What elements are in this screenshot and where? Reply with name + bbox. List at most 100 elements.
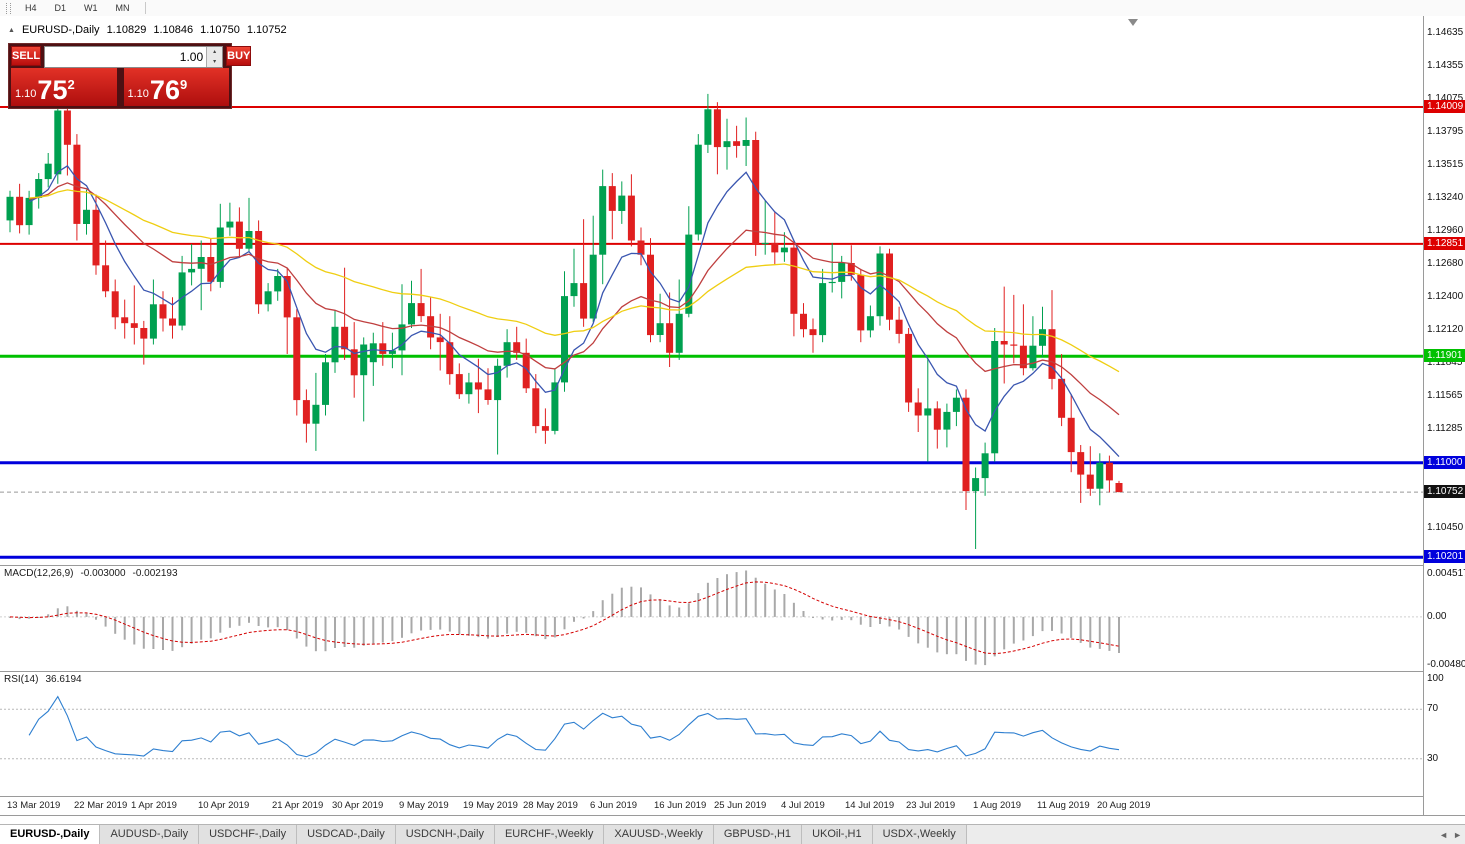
candlestick-chart[interactable]: [0, 16, 1424, 565]
rsi-value: 36.6194: [45, 674, 82, 685]
price-tick-label: 1.11285: [1427, 423, 1463, 434]
timeframe-button-w1[interactable]: W1: [76, 1, 106, 15]
timeframe-toolbar: H4 D1 W1 MN: [0, 0, 1465, 17]
volume-decrease-button[interactable]: ▾: [207, 57, 223, 67]
date-tick-label: 10 Apr 2019: [198, 800, 250, 811]
macd-label: MACD(12,26,9) -0.003000 -0.002193: [4, 568, 178, 579]
price-tick-label: 1.12680: [1427, 258, 1464, 269]
date-tick-label: 1 Aug 2019: [973, 800, 1022, 811]
macd-signal-value: -0.002193: [132, 568, 178, 579]
level-price-label: 1.10201: [1424, 550, 1465, 563]
main-chart-pane[interactable]: ▲ EURUSD-,Daily 1.10829 1.10846 1.10750 …: [0, 16, 1424, 565]
chart-symbol-period: EURUSD-,Daily: [21, 24, 100, 36]
date-tick-label: 25 Jun 2019: [714, 800, 767, 811]
date-tick-label: 9 May 2019: [399, 800, 449, 811]
chart-arrow-icon: ▲: [8, 26, 15, 34]
pane-separator[interactable]: [0, 565, 1465, 566]
chart-tabs: EURUSD-,Daily AUDUSD-,Daily USDCHF-,Daily U…: [0, 825, 967, 844]
volume-control: ▴ ▾: [44, 46, 224, 68]
chart-tab-usdchf-daily[interactable]: USDCHF-,Daily: [199, 825, 298, 844]
chart-tab-ukoil-h1[interactable]: UKOil-,H1: [802, 825, 873, 844]
ohlc-open: 1.10829: [106, 24, 147, 36]
sell-quote[interactable]: 1.10 75 2: [11, 68, 117, 106]
price-tick-label: 1.14635: [1427, 27, 1464, 38]
chart-tab-gbpusd-h1[interactable]: GBPUSD-,H1: [713, 825, 803, 844]
volume-spinner: ▴ ▾: [206, 47, 223, 67]
chart-tab-usdcad-daily[interactable]: USDCAD-,Daily: [297, 825, 396, 844]
date-tick-label: 19 May 2019: [463, 800, 518, 811]
chart-tab-eurusd-daily[interactable]: EURUSD-,Daily: [0, 825, 101, 844]
buy-quote[interactable]: 1.10 76 9: [123, 68, 229, 106]
date-tick-label: 16 Jun 2019: [654, 800, 707, 811]
rsi-label: RSI(14) 36.6194: [4, 674, 82, 685]
date-tick-label: 11 Aug 2019: [1037, 800, 1090, 811]
date-tick-label: 21 Apr 2019: [272, 800, 324, 811]
tab-scroll-left-icon[interactable]: ◄: [1439, 829, 1449, 840]
volume-input[interactable]: [45, 47, 207, 67]
rsi-axis-label: 100: [1427, 673, 1444, 684]
sell-price-prefix: 1.10: [15, 88, 37, 100]
macd-axis-label: -0.004806: [1427, 659, 1465, 670]
pane-separator: [0, 796, 1465, 797]
price-tick-label: 1.13240: [1427, 192, 1464, 203]
price-tick-label: 1.11565: [1427, 390, 1463, 401]
chart-tab-usdcnh-daily[interactable]: USDCNH-,Daily: [395, 825, 495, 844]
one-click-trading-panel: SELL ▴ ▾ BUY 1.10 75 2 1.10: [8, 43, 252, 109]
level-price-label: 1.12851: [1424, 237, 1465, 250]
buy-button[interactable]: BUY: [226, 46, 252, 66]
ohlc-close: 1.10752: [246, 24, 287, 36]
date-tick-label: 22 Mar 2019: [74, 800, 128, 811]
timeframe-button-d1[interactable]: D1: [47, 1, 75, 15]
toolbar-divider: [144, 2, 146, 14]
date-tick-label: 14 Jul 2019: [845, 800, 895, 811]
rsi-indicator-pane[interactable]: RSI(14) 36.6194: [0, 672, 1424, 796]
price-tick-label: 1.14075: [1427, 93, 1464, 104]
price-tick-label: 1.12120: [1427, 324, 1464, 335]
price-tick-label: 1.14355: [1427, 60, 1464, 71]
ohlc-low: 1.10750: [200, 24, 240, 36]
macd-axis-label: 0.004517: [1427, 568, 1465, 579]
tab-scroll-controls: ◄ ►: [1439, 825, 1462, 844]
time-axis[interactable]: 13 Mar 2019 22 Mar 2019 1 Apr 2019 10 Apr 2…: [0, 797, 1424, 815]
date-tick-label: 1 Apr 2019: [131, 800, 177, 811]
level-price-label: 1.14009: [1424, 100, 1465, 113]
date-tick-label: 30 Apr 2019: [332, 800, 384, 811]
price-tick-label: 1.13795: [1427, 126, 1464, 137]
volume-increase-button[interactable]: ▴: [207, 47, 223, 57]
macd-chart: [0, 570, 1424, 666]
buy-price-prefix: 1.10: [127, 88, 149, 100]
macd-main-value: -0.003000: [80, 568, 126, 579]
buy-price-big: 76: [149, 75, 180, 105]
level-price-label: 1.11901: [1424, 349, 1465, 362]
tab-scroll-right-icon[interactable]: ►: [1453, 829, 1462, 840]
price-tick-label: 1.13515: [1427, 159, 1464, 170]
chart-tab-usdx-weekly[interactable]: USDX-,Weekly: [872, 825, 967, 844]
price-tick-label: 1.12400: [1427, 291, 1464, 302]
chart-tab-xauusd-weekly[interactable]: XAUUSD-,Weekly: [604, 825, 714, 844]
date-tick-label: 28 May 2019: [523, 800, 578, 811]
date-tick-label: 4 Jul 2019: [781, 800, 825, 811]
pane-separator[interactable]: [0, 671, 1465, 672]
buy-price-pip: 9: [179, 77, 188, 92]
current-price-label: 1.10752: [1424, 485, 1465, 498]
rsi-axis-label: 30: [1427, 753, 1439, 764]
date-tick-label: 20 Aug 2019: [1097, 800, 1151, 811]
rsi-axis-label: 70: [1427, 703, 1439, 714]
price-tick-label: 1.10450: [1427, 522, 1464, 533]
level-price-label: 1.11000: [1424, 456, 1465, 469]
axis-border: [1423, 16, 1424, 815]
date-tick-label: 23 Jul 2019: [906, 800, 956, 811]
sell-price-big: 75: [37, 75, 68, 105]
chart-title: ▲ EURUSD-,Daily 1.10829 1.10846 1.10750 …: [8, 24, 287, 36]
chart-tab-bar: EURUSD-,Daily AUDUSD-,Daily USDCHF-,Daily U…: [0, 824, 1465, 844]
price-axis[interactable]: 1.14635 1.14355 1.14075 1.13795 1.13515 1.132…: [1424, 16, 1465, 815]
timeframe-button-h4[interactable]: H4: [17, 1, 45, 15]
rsi-chart: [0, 695, 1424, 760]
macd-indicator-pane[interactable]: MACD(12,26,9) -0.003000 -0.002193: [0, 566, 1424, 671]
chart-tab-audusd-daily[interactable]: AUDUSD-,Daily: [100, 825, 200, 844]
chart-tab-eurchf-weekly[interactable]: EURCHF-,Weekly: [494, 825, 605, 844]
macd-name: MACD(12,26,9): [4, 568, 74, 579]
sell-button[interactable]: SELL: [11, 46, 42, 66]
timeframe-button-mn[interactable]: MN: [108, 1, 138, 15]
